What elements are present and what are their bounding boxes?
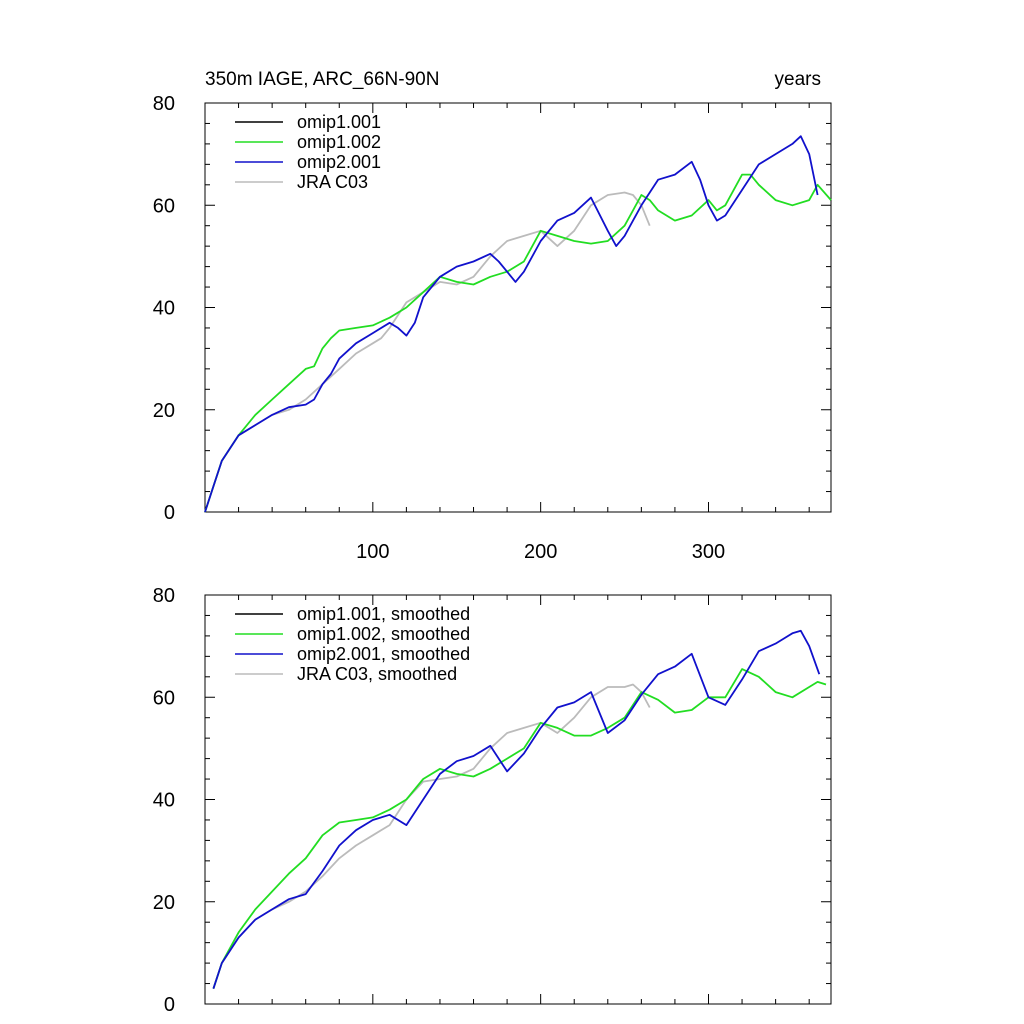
y-tick-label: 20	[153, 400, 175, 422]
legend-label: omip1.002, smoothed	[297, 624, 470, 644]
legend-label: JRA C03, smoothed	[297, 664, 457, 684]
x-tick-label: 200	[524, 541, 557, 563]
units-label: years	[775, 69, 821, 90]
series-line-omip2-001	[204, 135, 819, 513]
y-tick-label: 40	[153, 790, 175, 812]
y-tick-label: 0	[164, 994, 175, 1016]
series-line-jra-c03	[212, 683, 651, 989]
series-line-omip1-002	[204, 173, 832, 513]
legend-label: omip1.001	[297, 112, 381, 132]
legend-label: omip2.001, smoothed	[297, 644, 470, 664]
top-panel: 0 20 40 60 80 100 200 300 350m IAGE, ARC_66N-90N…	[153, 69, 832, 563]
series-line-omip1-002	[212, 668, 827, 989]
chart-title: 350m IAGE, ARC_66N-90N	[205, 69, 439, 90]
legend-label: JRA C03	[297, 172, 368, 192]
y-tick-label: 60	[153, 195, 175, 217]
x-tick-label: 300	[692, 541, 725, 563]
y-tick-label: 80	[153, 585, 175, 607]
y-tick-label: 60	[153, 687, 175, 709]
legend-label: omip1.001, smoothed	[297, 604, 470, 624]
legend-label: omip2.001	[297, 152, 381, 172]
series-line-omip2-001	[212, 629, 821, 989]
y-tick-label: 0	[164, 502, 175, 524]
series-line-jra-c03	[204, 191, 651, 513]
y-tick-label: 20	[153, 892, 175, 914]
legend-label: omip1.002	[297, 132, 381, 152]
x-tick-label: 100	[356, 541, 389, 563]
y-tick-label: 40	[153, 298, 175, 320]
y-tick-label: 80	[153, 93, 175, 115]
